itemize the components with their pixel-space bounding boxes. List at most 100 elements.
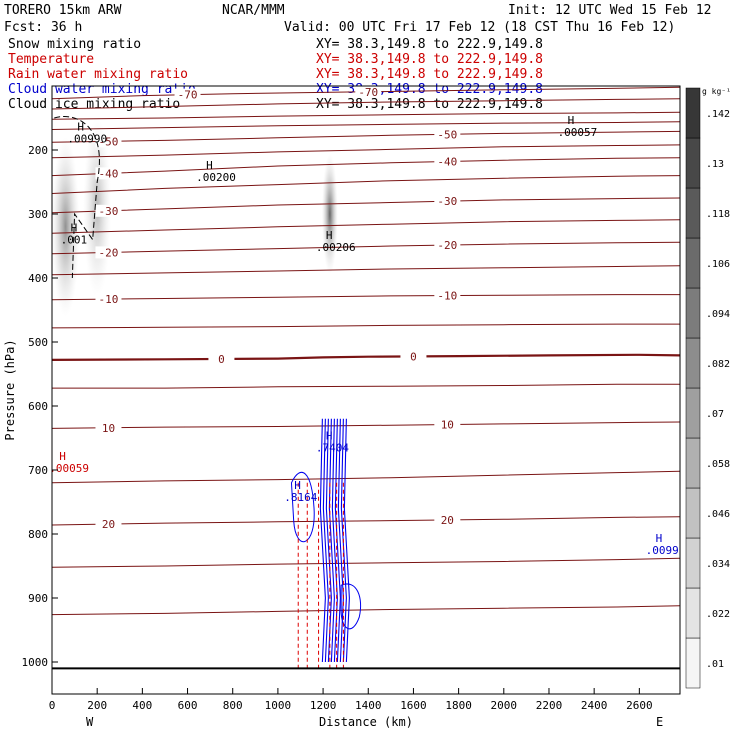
contour-label: -70 (178, 89, 198, 102)
temperature-contour (52, 383, 680, 389)
cloud-water-contour (337, 418, 344, 663)
maximum-marker: H (206, 159, 213, 172)
colorbar-label: .142 (706, 109, 730, 120)
contour-label-bg (95, 204, 122, 217)
colorbar-swatch (685, 137, 701, 189)
y-tick-label: 1000 (22, 656, 49, 669)
cloud-water-contour (290, 471, 315, 543)
colorbar-swatch (685, 337, 701, 389)
colorbar-swatch (685, 387, 701, 439)
colorbar-label: .022 (706, 609, 730, 620)
temperature-contour (51, 353, 681, 361)
temperature-contour-layer: -70 -70 -50 -50 -40 -40 -30 -30 -20 -20 -10 -10 0 0 10… (51, 85, 681, 616)
colorbar-swatch (685, 637, 701, 689)
x-tick-label: 1000 (265, 699, 292, 712)
y-tick-label: 500 (28, 336, 48, 349)
x-tick-label: 2400 (581, 699, 608, 712)
field-label: Temperature (8, 52, 94, 67)
field-xy: XY= 38.3,149.8 to 222.9,149.8 (316, 37, 543, 52)
contour-label: 10 (102, 422, 115, 435)
colorbar-label: .13 (706, 159, 724, 170)
colorbar-label: .046 (706, 509, 730, 520)
plot-frame (51, 85, 681, 695)
x-axis-label: Distance (km) (319, 715, 413, 729)
temperature-contour (51, 144, 681, 159)
colorbar-swatch (685, 287, 701, 339)
contour-label-bg (95, 135, 122, 148)
colorbar-swatch (685, 237, 701, 289)
x-tick-label: 1600 (400, 699, 427, 712)
temperature-contour (51, 241, 681, 255)
maximum-marker: H (326, 229, 333, 242)
colorbar-label: .034 (706, 559, 730, 570)
colorbar-swatch (685, 487, 701, 539)
y-tick-label: 800 (28, 528, 48, 541)
colorbar-swatch (685, 187, 701, 239)
cloud-water-contour (343, 418, 350, 663)
maximum-value: .00057 (558, 126, 598, 139)
maximum-value: .001 (61, 234, 88, 247)
x-east-label: E (656, 715, 663, 729)
contour-label: -10 (437, 290, 457, 303)
contour-label-bg (95, 167, 122, 180)
contour-label: -50 (99, 135, 119, 148)
snow-shade-blob (321, 154, 338, 274)
colorbar: .01 .022 .034 .046 .058 .07 .082 .094 .106 .118 .1… (685, 87, 731, 689)
x-tick-label: 400 (132, 699, 152, 712)
cloud-water-contour (322, 418, 329, 663)
maximum-value: .00200 (196, 171, 236, 184)
maximum-value: .0099 (646, 544, 679, 557)
x-tick-label: 2600 (626, 699, 653, 712)
contour-label-bg (95, 246, 122, 259)
colorbar-label: .07 (706, 409, 724, 420)
temperature-contour (51, 470, 681, 484)
contour-label: -30 (99, 205, 119, 218)
contour-label: -20 (437, 239, 457, 252)
contour-label-bg (434, 289, 461, 302)
contour-label: -70 (358, 86, 378, 99)
temperature-contour (51, 157, 681, 177)
colorbar-label: .094 (706, 309, 730, 320)
contour-label-bg (174, 88, 201, 101)
temperature-contour (51, 121, 681, 130)
maximum-marker: H (326, 430, 333, 443)
temperature-contour (51, 175, 681, 194)
maximum-marker: H (59, 450, 66, 463)
maximum-marker: H (568, 114, 575, 127)
cloud-ice-contour (54, 116, 100, 279)
contour-label: -20 (99, 246, 119, 259)
temperature-contour (51, 323, 680, 329)
field-label: Rain water mixing ratio (8, 67, 188, 82)
colorbar-label: .106 (706, 259, 730, 270)
y-tick-label: 700 (28, 464, 48, 477)
contour-label-bg (434, 128, 461, 141)
x-tick-label: 0 (49, 699, 56, 712)
contour-label: 20 (441, 514, 454, 527)
header-layer: TORERO 15km ARW NCAR/MMM Init: 12 UTC Wed … (4, 3, 712, 112)
temperature-contour (51, 516, 681, 526)
cloud-water-contour (328, 418, 335, 663)
y-axis-label: Pressure (hPa) (3, 339, 17, 440)
contour-label-bg (434, 195, 461, 208)
contour-label-bg (208, 352, 235, 365)
maximum-value: .00206 (316, 241, 356, 254)
cloud-water-contour (331, 418, 338, 663)
contour-label-bg (434, 155, 461, 168)
colorbar-label: .118 (706, 209, 730, 220)
x-tick-label: 600 (178, 699, 198, 712)
temperature-contour (51, 197, 681, 214)
x-tick-label: 1800 (445, 699, 472, 712)
contour-label-bg (400, 350, 427, 363)
y-tick-label: 400 (28, 272, 48, 285)
colorbar-label: .058 (706, 459, 730, 470)
maximum-value: .00059 (49, 462, 89, 475)
contour-label-bg (95, 518, 122, 531)
contour-label-bg (355, 85, 382, 98)
maximum-marker: H (294, 479, 301, 492)
x-tick-label: 200 (87, 699, 107, 712)
y-tick-label: 300 (28, 208, 48, 221)
field-xy: XY= 38.3,149.8 to 222.9,149.8 (316, 97, 543, 112)
x-tick-label: 1200 (310, 699, 337, 712)
maximum-value: .00990 (67, 132, 107, 145)
